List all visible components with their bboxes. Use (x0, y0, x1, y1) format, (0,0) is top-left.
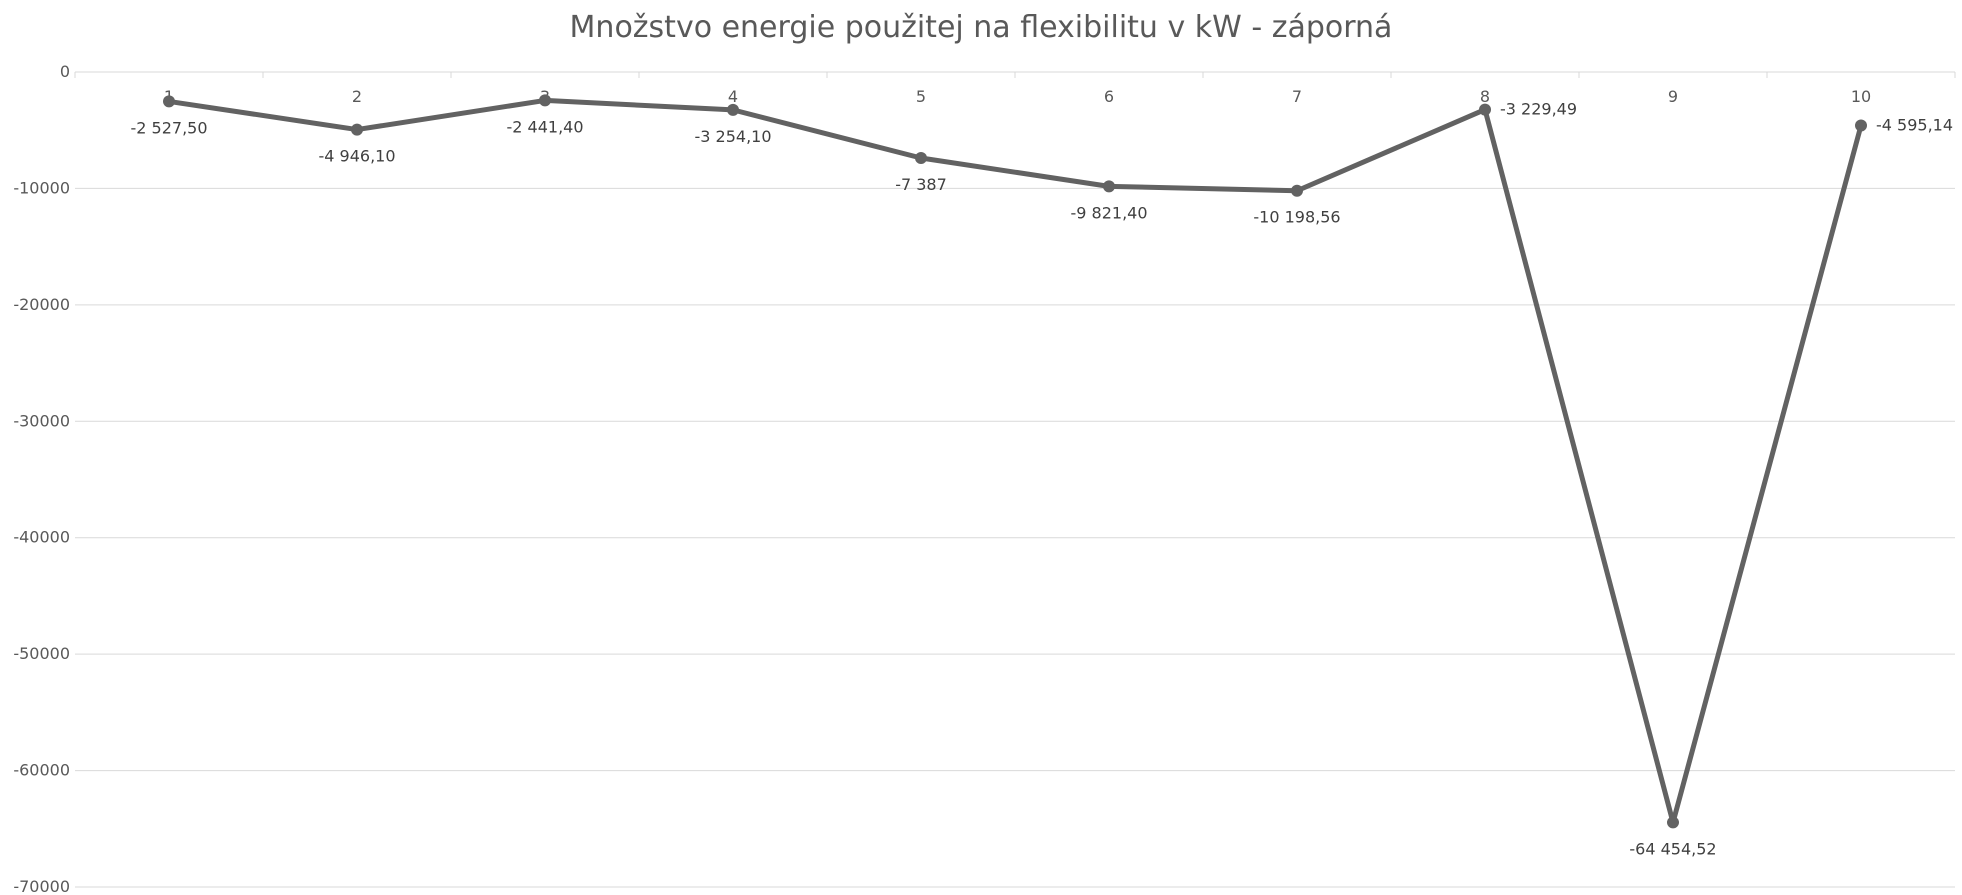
data-point (1103, 180, 1115, 193)
y-tick-label: -10000 (13, 178, 70, 197)
data-label: -7 387 (895, 175, 947, 194)
y-tick-label: -50000 (13, 644, 70, 663)
data-label: -64 454,52 (1629, 839, 1716, 858)
x-tick-label: 9 (1668, 87, 1678, 106)
y-tick-label: -60000 (13, 761, 70, 780)
data-label: -9 821,40 (1070, 203, 1147, 222)
x-tick-label: 8 (1480, 87, 1490, 106)
data-label: -4 946,10 (318, 147, 395, 166)
data-label: -2 441,40 (506, 117, 583, 136)
x-tick-label: 4 (728, 87, 738, 106)
data-label: -2 527,50 (130, 118, 207, 137)
data-point (539, 94, 551, 107)
x-tick-label: 5 (916, 87, 926, 106)
y-tick-label: -40000 (13, 528, 70, 547)
data-point (351, 123, 363, 136)
chart-title: Množstvo energie použitej na flexibilitu… (569, 10, 1393, 45)
data-point (1479, 103, 1491, 116)
data-point (1855, 119, 1867, 132)
data-label: -3 229,49 (1500, 100, 1577, 119)
y-tick-label: -30000 (13, 411, 70, 430)
data-point (1291, 184, 1303, 197)
data-label: -10 198,56 (1253, 208, 1340, 227)
data-label: -3 254,10 (694, 127, 771, 146)
x-tick-label: 2 (352, 87, 362, 106)
data-point (727, 103, 739, 116)
x-tick-label: 7 (1292, 87, 1302, 106)
data-point (163, 95, 175, 108)
x-tick-label: 6 (1104, 87, 1114, 106)
y-tick-label: -70000 (13, 877, 70, 895)
data-point (915, 152, 927, 165)
x-tick-label: 10 (1851, 87, 1871, 106)
series-line (166, 97, 1864, 825)
data-point (1667, 816, 1679, 829)
y-tick-label: -20000 (13, 295, 70, 314)
y-tick-label: 0 (60, 62, 70, 81)
data-label: -4 595,14 (1876, 116, 1953, 135)
